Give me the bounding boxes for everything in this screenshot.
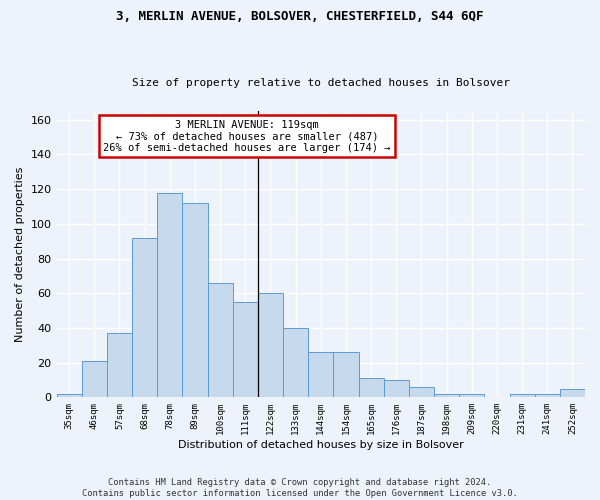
Bar [157,192,182,398]
Bar [283,328,308,398]
Text: 3 MERLIN AVENUE: 119sqm
← 73% of detached houses are smaller (487)
26% of semi-d: 3 MERLIN AVENUE: 119sqm ← 73% of detache… [103,120,391,153]
Bar [208,283,233,398]
Bar [509,394,535,398]
Bar [82,361,107,398]
Text: 3, MERLIN AVENUE, BOLSOVER, CHESTERFIELD, S44 6QF: 3, MERLIN AVENUE, BOLSOVER, CHESTERFIELD… [116,10,484,23]
Bar [233,302,258,398]
Bar [182,203,208,398]
Title: Size of property relative to detached houses in Bolsover: Size of property relative to detached ho… [132,78,510,88]
Bar [409,387,434,398]
Bar [560,388,585,398]
Bar [132,238,157,398]
Bar [56,394,82,398]
Bar [459,394,484,398]
X-axis label: Distribution of detached houses by size in Bolsover: Distribution of detached houses by size … [178,440,464,450]
Bar [107,333,132,398]
Bar [359,378,383,398]
Y-axis label: Number of detached properties: Number of detached properties [15,166,25,342]
Text: Contains HM Land Registry data © Crown copyright and database right 2024.
Contai: Contains HM Land Registry data © Crown c… [82,478,518,498]
Bar [383,380,409,398]
Bar [434,394,459,398]
Bar [535,394,560,398]
Bar [334,352,359,398]
Bar [258,293,283,398]
Bar [308,352,334,398]
